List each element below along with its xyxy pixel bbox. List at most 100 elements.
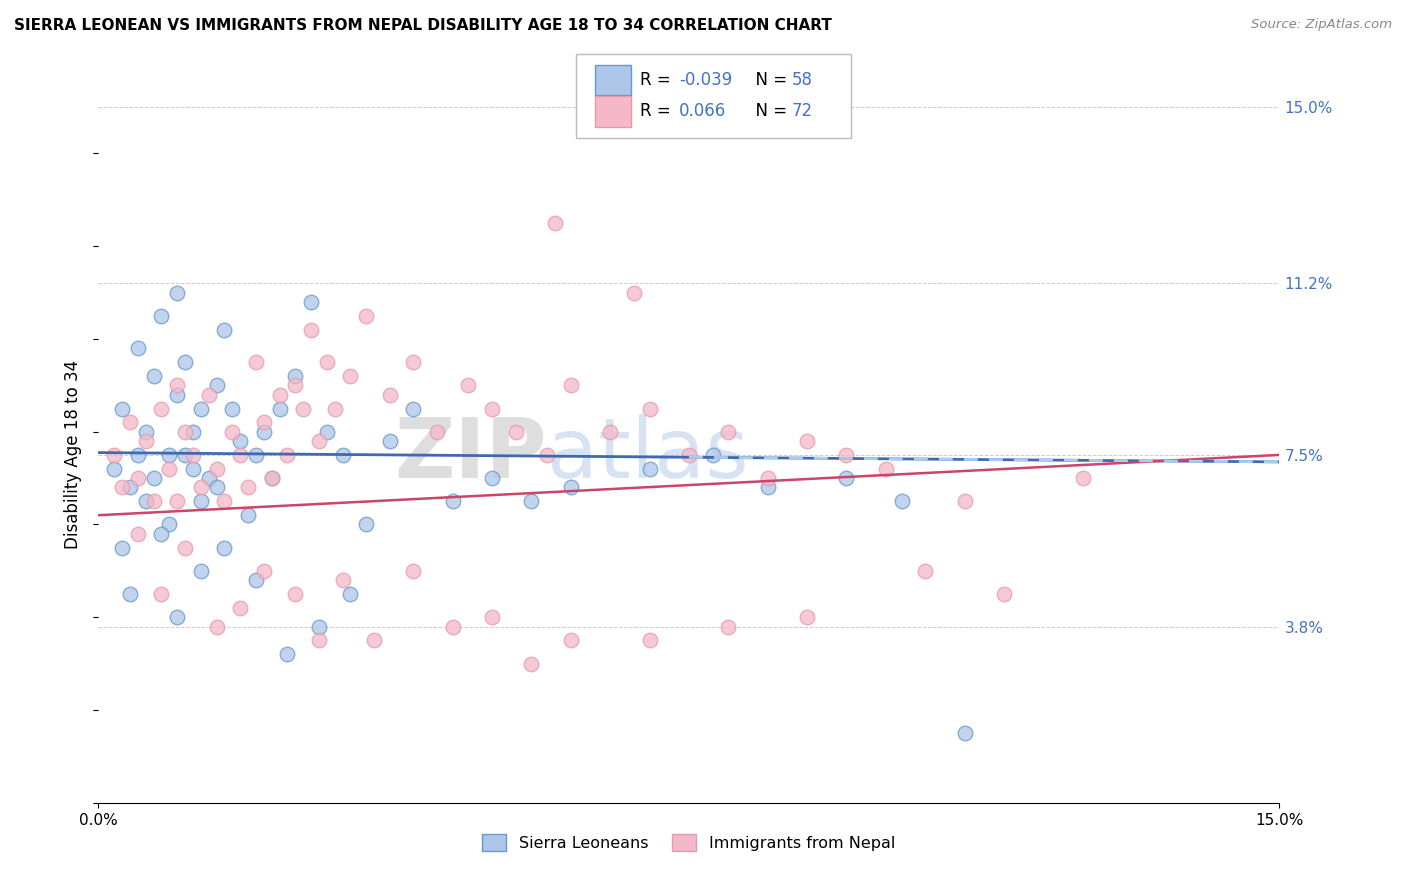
Point	[260, 471, 283, 485]
Point	[378, 434, 401, 448]
Point	[150, 587, 173, 601]
Point	[308, 633, 330, 648]
Point	[118, 587, 141, 601]
Point	[481, 401, 503, 416]
Point	[229, 448, 252, 462]
Point	[284, 378, 307, 392]
Point	[260, 471, 283, 485]
Point	[354, 517, 377, 532]
Point	[205, 480, 228, 494]
Point	[505, 425, 527, 439]
Text: Source: ZipAtlas.com: Source: ZipAtlas.com	[1251, 18, 1392, 31]
Text: 0.066: 0.066	[679, 103, 727, 120]
Point	[756, 471, 779, 485]
Point	[678, 448, 700, 462]
Point	[127, 341, 149, 355]
Legend: Sierra Leoneans, Immigrants from Nepal: Sierra Leoneans, Immigrants from Nepal	[475, 828, 903, 857]
Point	[118, 416, 141, 430]
Point	[717, 619, 740, 633]
Point	[111, 480, 134, 494]
Point	[111, 401, 134, 416]
Point	[323, 401, 346, 416]
Point	[875, 462, 897, 476]
Point	[245, 448, 267, 462]
Text: R =: R =	[640, 71, 676, 89]
Point	[890, 494, 912, 508]
Point	[150, 526, 173, 541]
Text: R =: R =	[640, 103, 676, 120]
Point	[118, 480, 141, 494]
Point	[174, 541, 197, 555]
Point	[181, 448, 204, 462]
Point	[197, 387, 219, 401]
Point	[796, 610, 818, 624]
Point	[236, 480, 259, 494]
Point	[174, 355, 197, 369]
Point	[236, 508, 259, 523]
Point	[623, 285, 645, 300]
Point	[245, 573, 267, 587]
Point	[378, 387, 401, 401]
Point	[284, 587, 307, 601]
Point	[253, 425, 276, 439]
Point	[993, 587, 1015, 601]
Point	[127, 526, 149, 541]
Point	[181, 425, 204, 439]
Point	[292, 401, 315, 416]
Point	[560, 480, 582, 494]
Point	[599, 425, 621, 439]
Point	[135, 434, 157, 448]
Point	[276, 448, 298, 462]
Point	[315, 425, 337, 439]
Point	[166, 285, 188, 300]
Point	[214, 541, 236, 555]
Point	[520, 494, 543, 508]
Point	[796, 434, 818, 448]
Point	[332, 573, 354, 587]
Point	[269, 401, 291, 416]
Y-axis label: Disability Age 18 to 34: Disability Age 18 to 34	[65, 360, 83, 549]
Text: 72: 72	[792, 103, 813, 120]
Point	[190, 480, 212, 494]
Point	[111, 541, 134, 555]
Point	[520, 657, 543, 671]
Point	[638, 462, 661, 476]
Point	[127, 448, 149, 462]
Point	[402, 401, 425, 416]
Point	[197, 471, 219, 485]
Point	[205, 462, 228, 476]
Point	[142, 471, 165, 485]
Point	[150, 401, 173, 416]
Point	[166, 610, 188, 624]
Point	[214, 323, 236, 337]
Point	[756, 480, 779, 494]
Point	[354, 309, 377, 323]
Point	[457, 378, 479, 392]
Point	[835, 448, 858, 462]
Point	[142, 369, 165, 384]
Point	[299, 323, 322, 337]
Point	[560, 633, 582, 648]
Point	[363, 633, 385, 648]
Point	[142, 494, 165, 508]
Text: N =: N =	[745, 103, 793, 120]
Point	[426, 425, 449, 439]
Point	[638, 633, 661, 648]
Point	[103, 462, 125, 476]
Point	[544, 216, 567, 230]
Text: -0.039: -0.039	[679, 71, 733, 89]
Point	[127, 471, 149, 485]
Point	[181, 462, 204, 476]
Point	[441, 619, 464, 633]
Point	[157, 448, 180, 462]
Point	[166, 387, 188, 401]
Point	[157, 517, 180, 532]
Point	[157, 462, 180, 476]
Text: N =: N =	[745, 71, 793, 89]
Point	[481, 471, 503, 485]
Point	[1071, 471, 1094, 485]
Point	[135, 494, 157, 508]
Point	[914, 564, 936, 578]
Point	[315, 355, 337, 369]
Text: atlas: atlas	[547, 415, 749, 495]
